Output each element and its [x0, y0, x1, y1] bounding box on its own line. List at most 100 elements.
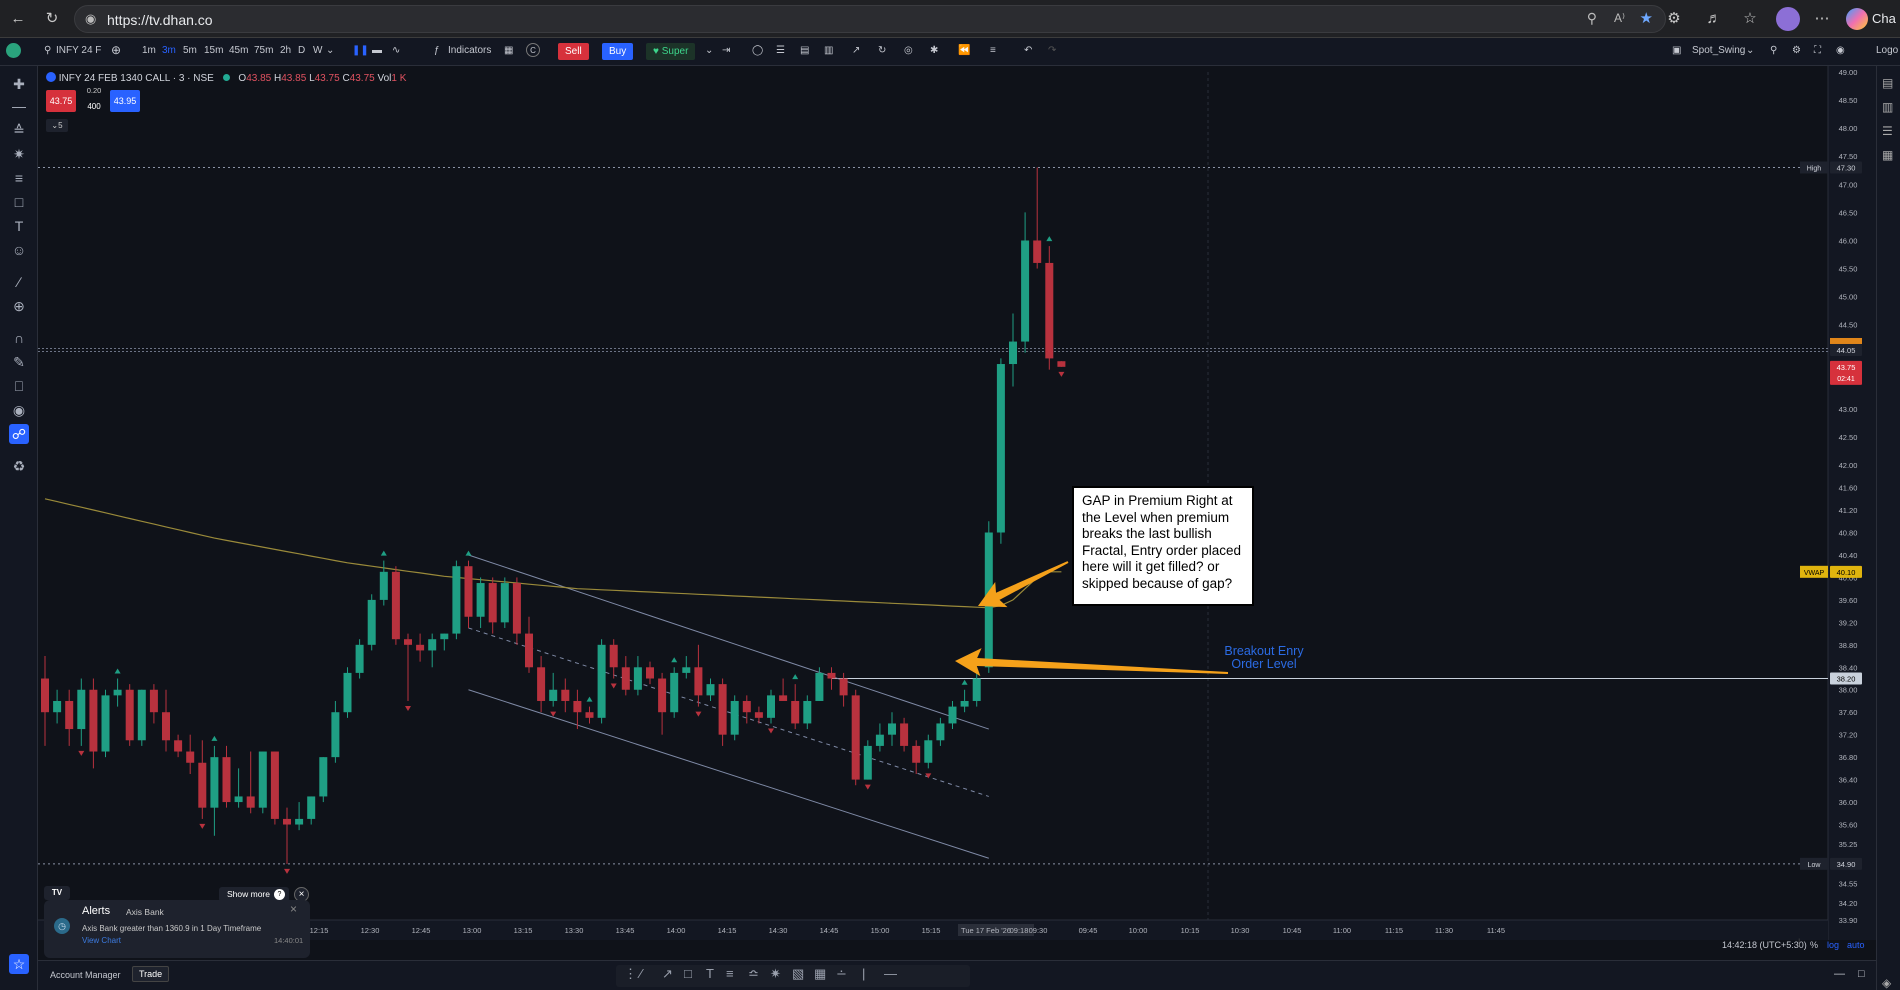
- candle-body[interactable]: [101, 695, 110, 752]
- position-tool-icon[interactable]: ▧: [792, 966, 805, 981]
- log-toggle[interactable]: log: [1827, 940, 1840, 950]
- news-icon[interactable]: ☰: [1882, 124, 1893, 138]
- timeframe-d[interactable]: D: [298, 45, 306, 56]
- candle-body[interactable]: [307, 796, 316, 819]
- copilot-icon[interactable]: [1846, 8, 1868, 30]
- timeframe-5m[interactable]: 5m: [183, 45, 197, 56]
- candle-body[interactable]: [149, 689, 158, 713]
- positions-icon[interactable]: ▤: [800, 45, 810, 56]
- candle-body[interactable]: [537, 667, 546, 701]
- candle-body[interactable]: [730, 700, 739, 735]
- link-icon[interactable]: ☍: [9, 424, 29, 444]
- candle-body[interactable]: [1045, 262, 1054, 359]
- timeframe-3m[interactable]: 3m: [162, 45, 176, 56]
- drag-handle-icon[interactable]: ⋮: [624, 966, 637, 981]
- candle-body[interactable]: [525, 633, 533, 668]
- pitchfork-icon[interactable]: ≙: [13, 122, 25, 138]
- candle-body[interactable]: [888, 723, 896, 735]
- candle-body[interactable]: [633, 667, 642, 690]
- candle-body[interactable]: [404, 639, 412, 645]
- fullscreen-icon[interactable]: ⛶: [1814, 45, 1821, 56]
- url-text[interactable]: https://tv.dhan.co: [107, 12, 213, 28]
- rect-tool-icon[interactable]: □: [684, 966, 692, 981]
- candles-icon[interactable]: ❚❚: [352, 45, 369, 56]
- candle-body[interactable]: [851, 695, 860, 780]
- candle-body[interactable]: [125, 689, 134, 741]
- candle-body[interactable]: [936, 723, 945, 741]
- chevron-down-icon[interactable]: ⌄: [326, 45, 335, 56]
- alert-icon[interactable]: ◯: [752, 45, 764, 56]
- replay-icon[interactable]: ⏪: [958, 45, 971, 56]
- ray-tool-icon[interactable]: ↗: [662, 966, 673, 981]
- lock-icon[interactable]: ⎕: [14, 378, 24, 394]
- candle-body[interactable]: [258, 751, 267, 808]
- timeframe-75m[interactable]: 75m: [254, 45, 274, 56]
- sell-button[interactable]: Sell: [558, 43, 589, 60]
- candle-body[interactable]: [706, 684, 715, 696]
- candle-body[interactable]: [767, 695, 775, 718]
- candle-body[interactable]: [779, 695, 788, 701]
- candle-body[interactable]: [875, 734, 884, 746]
- candle-body[interactable]: [1021, 240, 1030, 342]
- candle-body[interactable]: [900, 723, 909, 746]
- candle-body[interactable]: [210, 757, 219, 808]
- candle-body[interactable]: [319, 757, 328, 797]
- clock-timezone[interactable]: 14:42:18 (UTC+5:30): [1722, 940, 1807, 950]
- chevron-down-icon[interactable]: ⌄: [705, 45, 714, 56]
- candle-body[interactable]: [948, 706, 957, 724]
- candle-body[interactable]: [1009, 341, 1017, 365]
- site-info-icon[interactable]: ◉: [85, 11, 97, 26]
- candle-body[interactable]: [186, 751, 195, 763]
- line-chart-icon[interactable]: ∿: [392, 45, 401, 56]
- candle-body[interactable]: [718, 684, 727, 735]
- candle-body[interactable]: [41, 678, 49, 713]
- candle-body[interactable]: [65, 700, 74, 730]
- candle-body[interactable]: [379, 571, 388, 600]
- candle-body[interactable]: [391, 571, 400, 640]
- candle-body[interactable]: [1057, 361, 1066, 367]
- buy-button[interactable]: Buy: [602, 43, 634, 60]
- brush-tool-icon[interactable]: ∸: [836, 966, 847, 981]
- settings-icon[interactable]: ⚙: [1792, 45, 1801, 56]
- channel-tool-icon[interactable]: ≡: [726, 966, 734, 981]
- star-icon[interactable]: ☆: [9, 954, 29, 974]
- candle-body[interactable]: [283, 818, 291, 825]
- eye-icon[interactable]: ◉: [12, 402, 26, 418]
- timeframe-2h[interactable]: 2h: [280, 45, 292, 56]
- layouts-icon[interactable]: ▦: [504, 45, 514, 56]
- candle-body[interactable]: [972, 678, 981, 701]
- candle-body[interactable]: [561, 689, 570, 701]
- candle-body[interactable]: [174, 740, 183, 752]
- candle-body[interactable]: [246, 796, 255, 808]
- annotation-arrow-entry[interactable]: [954, 647, 1229, 687]
- timeframe-w[interactable]: W: [313, 45, 323, 56]
- candle-body[interactable]: [912, 745, 921, 763]
- candle-body[interactable]: [113, 689, 122, 696]
- show-more-button[interactable]: Show more?: [219, 887, 289, 902]
- option-chain-icon[interactable]: ☰: [776, 45, 785, 56]
- candle-body[interactable]: [77, 689, 86, 730]
- undo-icon[interactable]: ↶: [1024, 45, 1033, 56]
- target-icon[interactable]: ◎: [904, 45, 913, 56]
- candle-body[interactable]: [694, 667, 703, 696]
- indicators-button[interactable]: Indicators: [448, 45, 492, 56]
- percent-toggle[interactable]: %: [1810, 940, 1819, 950]
- candle-body[interactable]: [464, 566, 473, 617]
- redo-icon[interactable]: ↷: [1048, 45, 1057, 56]
- ruler-icon[interactable]: ∕: [17, 274, 21, 290]
- candle-body[interactable]: [270, 751, 279, 819]
- candle-body[interactable]: [658, 678, 667, 713]
- price-scale[interactable]: [1828, 66, 1876, 940]
- favorites-icon[interactable]: ☆: [1743, 10, 1757, 27]
- auto-toggle[interactable]: auto: [1847, 940, 1865, 950]
- candle-body[interactable]: [609, 644, 618, 668]
- crosshair-icon[interactable]: ✚: [13, 76, 25, 92]
- back-icon[interactable]: ←: [10, 10, 26, 27]
- trendline[interactable]: [468, 627, 989, 797]
- address-bar[interactable]: ◉ https://tv.dhan.co ⚲ A⁾ ★: [74, 5, 1666, 33]
- legend-title[interactable]: INFY 24 FEB 1340 CALL · 3 · NSE: [58, 73, 214, 84]
- text-tool-icon[interactable]: T: [706, 966, 714, 981]
- compare-add-icon[interactable]: ⊕: [111, 43, 122, 57]
- candle-body[interactable]: [355, 644, 364, 673]
- quick-sell-button[interactable]: 43.75: [46, 90, 76, 112]
